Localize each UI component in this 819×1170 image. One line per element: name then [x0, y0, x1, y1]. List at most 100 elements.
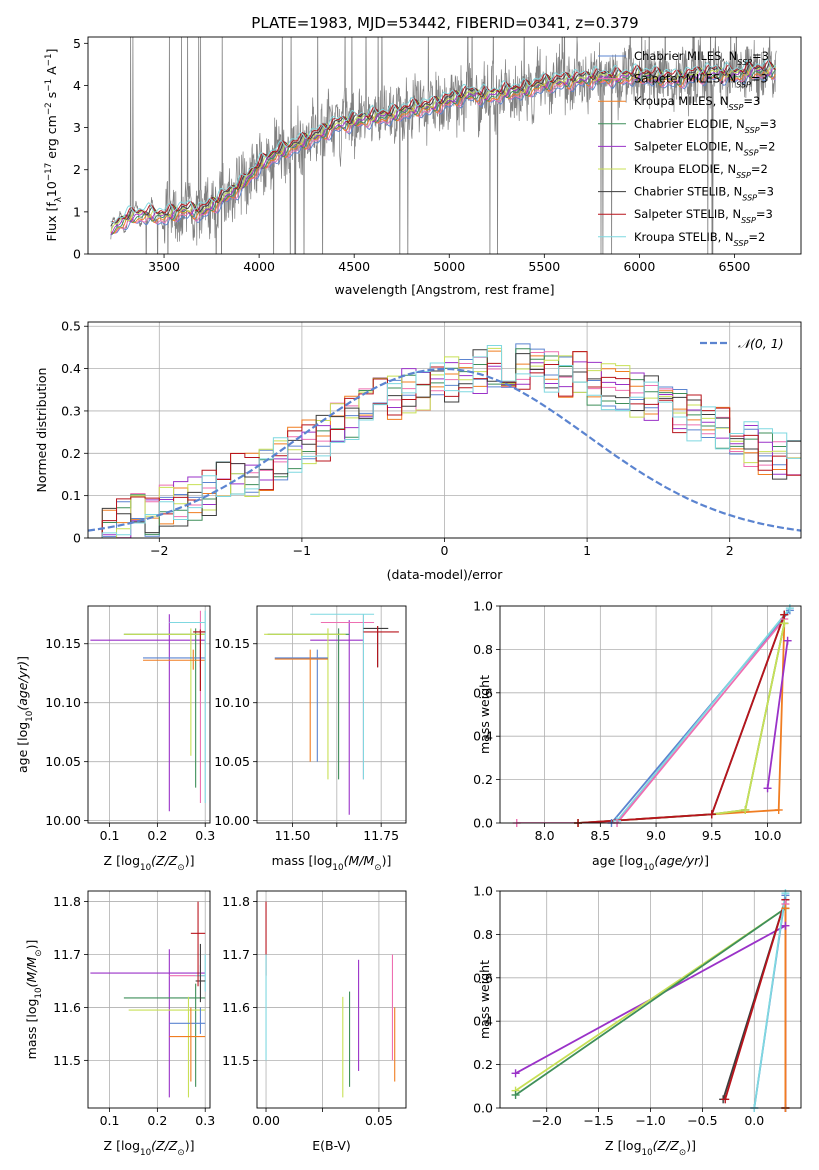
errorbar-point-3 — [274, 649, 328, 762]
figure-title: PLATE=1983, MJD=53442, FIBERID=0341, z=0… — [251, 14, 638, 32]
y-tick-label: 0.4 — [473, 1014, 493, 1029]
gaussian-curve — [88, 367, 801, 532]
y-tick-label: 4 — [73, 78, 81, 93]
y-tick-label: 10.15 — [45, 636, 81, 651]
y-tick-label: 10.00 — [214, 813, 250, 828]
errorbar-point-8 — [193, 629, 206, 691]
plot-area-mass-vs-Z — [90, 901, 206, 1098]
errorbar-point-2 — [264, 628, 346, 780]
axes-age-vs-mass: 11.50 11.75 10.00 10.05 10.10 10.15 — [214, 605, 407, 843]
grid-mass-vs-Z — [88, 891, 210, 1108]
x-tick-label: −1 — [293, 543, 311, 558]
errorbar-point-4 — [143, 649, 206, 670]
x-tick-label: 0.1 — [100, 828, 120, 843]
errorbar-point-8 — [190, 901, 206, 987]
legend-entry-3: Chabrier ELODIE, NSSP=3 — [634, 117, 777, 135]
y-tick-label: 10.10 — [45, 695, 81, 710]
x-tick-label: 0.00 — [252, 1113, 280, 1128]
y-tick-label: 10.05 — [214, 754, 250, 769]
weight-line-6 — [753, 893, 787, 1108]
legend-entry-5: Kroupa ELODIE, NSSP=2 — [634, 162, 768, 180]
model-line-7 — [110, 60, 776, 223]
errorbar-point-0 — [90, 614, 206, 812]
model-line-0 — [110, 72, 776, 236]
y-tick-label: 11.5 — [53, 1053, 81, 1068]
y-axis-label-age-vs-Z: age [log10(age/yr)] — [15, 656, 35, 773]
legend-entry-7: Salpeter STELIB, NSSP=3 — [634, 207, 773, 225]
x-axis-label-massweight-vs-Z: Z [log10(Z/Z⊙)] — [605, 1138, 696, 1158]
x-axis-label-mass-vs-Z: Z [log10(Z/Z⊙)] — [104, 1138, 195, 1158]
axes-age-vs-Z: 0.1 0.2 0.3 10.00 10.05 10.10 10.15 — [45, 605, 215, 843]
errorbar-point-8 — [363, 626, 399, 668]
x-tick-label: 9.0 — [646, 828, 666, 843]
weight-marker-1-1 — [785, 604, 794, 613]
y-tick-label: 0.4 — [473, 729, 493, 744]
errorbar-point-4 — [274, 649, 328, 762]
ticks-age-vs-Z: 0.1 0.2 0.3 10.00 10.05 10.10 10.15 — [45, 636, 215, 843]
weight-marker-5-2 — [780, 619, 789, 628]
axes-mass-vs-Z: 0.1 0.2 0.3 11.5 11.6 11.7 11.8 — [53, 890, 215, 1128]
weight-marker-3-2 — [774, 805, 783, 814]
spectrum-y-axis-label: Flux [fλ10−17 erg cm−2 s−1 A−1] — [44, 49, 64, 242]
errorbar-point-6 — [310, 613, 375, 780]
spectrum-x-axis-label: wavelength [Angstrom, rest frame] — [334, 282, 554, 297]
legend-entry-gaussian: 𝒩(0, 1) — [738, 336, 784, 351]
x-tick-label: 0.2 — [147, 828, 167, 843]
y-tick-label: 0.0 — [473, 1101, 493, 1116]
y-tick-label: 11.5 — [222, 1053, 250, 1068]
weight-marker-8-2 — [780, 610, 789, 619]
legend-entry-6: Chabrier STELIB, NSSP=3 — [634, 185, 774, 203]
legend-entry-2: Kroupa MILES, NSSP=3 — [634, 94, 760, 112]
axes-residuals: −2 −1 0 1 2 0 0.1 0.2 0.3 0.4 0.5 — [61, 319, 802, 558]
x-tick-label: 0.3 — [195, 1113, 215, 1128]
model-line-5 — [110, 63, 776, 232]
y-tick-label: 0.2 — [61, 446, 81, 461]
x-tick-label: 0 — [441, 543, 449, 558]
legend-entry-8: Kroupa STELIB, NSSP=2 — [634, 230, 765, 248]
x-tick-label: 0.3 — [195, 828, 215, 843]
x-axis-label-massweight-vs-age: age [log10(age/yr)] — [592, 853, 709, 873]
y-tick-label: 0.6 — [473, 970, 493, 985]
weight-marker-6-1 — [783, 636, 792, 645]
errorbar-point-0 — [310, 620, 364, 815]
weight-marker-4-0 — [721, 1095, 730, 1104]
ticks-mass-vs-EBV: 0.00 0.05 11.5 11.6 11.7 11.8 — [222, 894, 393, 1128]
weight-marker-6-0 — [763, 784, 772, 793]
errorbar-point-2 — [128, 996, 206, 1098]
y-tick-label: 0.8 — [473, 927, 493, 942]
y-tick-label: 1 — [73, 204, 81, 219]
plot-area-mass-vs-EBV — [265, 901, 396, 1098]
axes-frame — [87, 321, 802, 539]
x-tick-label: 0.05 — [365, 1113, 393, 1128]
weight-line-2 — [516, 618, 785, 823]
residual-x-axis-label: (data-model)/error — [387, 567, 504, 582]
axes-massweight-vs-age: 8.0 8.5 9.0 9.5 10.0 0.0 0.2 0.4 0.6 0.8 1.0 — [473, 599, 802, 843]
x-axis-label-age-vs-mass: mass [log10(M/M⊙)] — [272, 853, 392, 873]
legend-entry-4: Salpeter ELODIE, NSSP=2 — [634, 139, 775, 157]
x-tick-label: 8.0 — [535, 828, 555, 843]
axes-spectrum: 3500 4000 4500 5000 5500 6000 6500 0 1 2 3 4 5 — [73, 36, 802, 274]
weight-marker-8-1 — [707, 810, 716, 819]
errorbar-point-3 — [169, 1007, 206, 1034]
x-tick-label: 10.0 — [754, 828, 782, 843]
plot-area-residuals — [88, 343, 801, 538]
legend-entry-1: Salpeter MILES, NSSP=3 — [634, 72, 768, 90]
weight-line-1 — [616, 607, 791, 822]
x-tick-label: 1 — [583, 543, 591, 558]
y-tick-label: 1.0 — [473, 884, 493, 899]
x-axis-label-mass-vs-EBV: E(B-V) — [312, 1138, 351, 1153]
x-axis-label-age-vs-Z: Z [log10(Z/Z⊙)] — [104, 853, 195, 873]
weight-marker-8-1 — [781, 904, 790, 913]
y-tick-label: 0.3 — [61, 403, 81, 418]
x-tick-label: 4500 — [338, 259, 370, 274]
y-tick-label: 0.4 — [61, 361, 81, 376]
errorbar-point-2 — [123, 628, 206, 756]
y-tick-label: 11.8 — [53, 894, 81, 909]
y-tick-label: 10.10 — [214, 695, 250, 710]
x-tick-label: 0.0 — [744, 1113, 764, 1128]
y-tick-label: 11.7 — [222, 947, 250, 962]
x-tick-label: 6000 — [623, 259, 655, 274]
x-tick-label: 11.50 — [275, 828, 311, 843]
y-tick-label: 11.6 — [53, 1000, 81, 1015]
